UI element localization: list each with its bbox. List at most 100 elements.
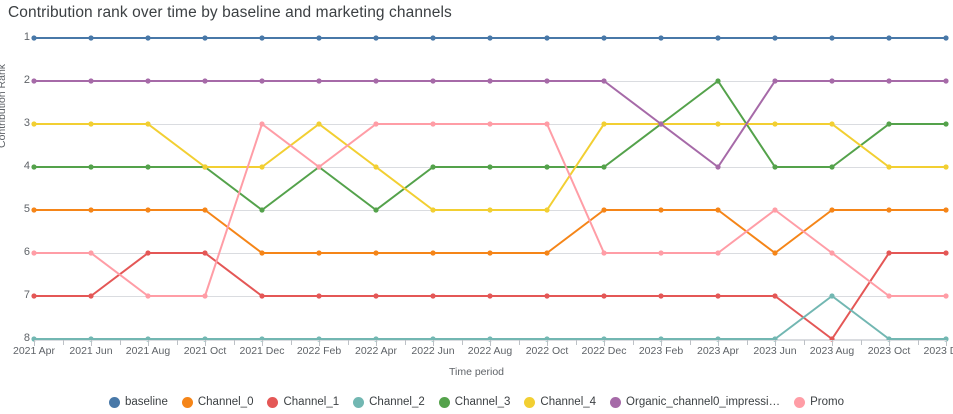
data-point[interactable] — [202, 164, 208, 170]
data-point[interactable] — [487, 164, 493, 170]
data-point[interactable] — [31, 250, 37, 256]
data-point[interactable] — [886, 164, 892, 170]
data-point[interactable] — [658, 121, 664, 127]
data-point[interactable] — [658, 250, 664, 256]
data-point[interactable] — [601, 293, 607, 299]
data-point[interactable] — [316, 35, 322, 41]
data-point[interactable] — [772, 293, 778, 299]
data-point[interactable] — [430, 121, 436, 127]
data-point[interactable] — [487, 293, 493, 299]
data-point[interactable] — [373, 293, 379, 299]
data-point[interactable] — [487, 207, 493, 213]
legend-item-channel-1[interactable]: Channel_1 — [267, 396, 339, 408]
data-point[interactable] — [31, 207, 37, 213]
data-point[interactable] — [601, 207, 607, 213]
data-point[interactable] — [430, 293, 436, 299]
data-point[interactable] — [259, 78, 265, 84]
data-point[interactable] — [544, 121, 550, 127]
data-point[interactable] — [886, 35, 892, 41]
legend-item-promo[interactable]: Promo — [794, 396, 844, 408]
data-point[interactable] — [259, 121, 265, 127]
data-point[interactable] — [544, 164, 550, 170]
data-point[interactable] — [658, 35, 664, 41]
data-point[interactable] — [145, 250, 151, 256]
data-point[interactable] — [316, 78, 322, 84]
data-point[interactable] — [373, 35, 379, 41]
data-point[interactable] — [715, 164, 721, 170]
data-point[interactable] — [772, 78, 778, 84]
data-point[interactable] — [943, 164, 949, 170]
data-point[interactable] — [259, 35, 265, 41]
data-point[interactable] — [829, 78, 835, 84]
data-point[interactable] — [202, 78, 208, 84]
data-point[interactable] — [601, 121, 607, 127]
data-point[interactable] — [829, 35, 835, 41]
data-point[interactable] — [772, 164, 778, 170]
data-point[interactable] — [487, 35, 493, 41]
legend-item-baseline[interactable]: baseline — [109, 396, 168, 408]
data-point[interactable] — [715, 250, 721, 256]
data-point[interactable] — [715, 207, 721, 213]
data-point[interactable] — [601, 78, 607, 84]
data-point[interactable] — [373, 78, 379, 84]
data-point[interactable] — [943, 78, 949, 84]
data-point[interactable] — [31, 35, 37, 41]
data-point[interactable] — [943, 121, 949, 127]
data-point[interactable] — [658, 207, 664, 213]
data-point[interactable] — [316, 250, 322, 256]
legend-item-channel-2[interactable]: Channel_2 — [353, 396, 425, 408]
data-point[interactable] — [430, 35, 436, 41]
data-point[interactable] — [316, 164, 322, 170]
data-point[interactable] — [487, 250, 493, 256]
data-point[interactable] — [943, 293, 949, 299]
data-point[interactable] — [145, 121, 151, 127]
data-point[interactable] — [886, 293, 892, 299]
data-point[interactable] — [202, 207, 208, 213]
data-point[interactable] — [31, 293, 37, 299]
data-point[interactable] — [658, 293, 664, 299]
data-point[interactable] — [259, 207, 265, 213]
data-point[interactable] — [829, 121, 835, 127]
data-point[interactable] — [316, 293, 322, 299]
legend-item-channel-3[interactable]: Channel_3 — [438, 396, 510, 408]
data-point[interactable] — [487, 78, 493, 84]
data-point[interactable] — [202, 35, 208, 41]
data-point[interactable] — [544, 78, 550, 84]
data-point[interactable] — [829, 164, 835, 170]
data-point[interactable] — [715, 78, 721, 84]
data-point[interactable] — [601, 250, 607, 256]
data-point[interactable] — [829, 207, 835, 213]
data-point[interactable] — [373, 121, 379, 127]
data-point[interactable] — [715, 293, 721, 299]
data-point[interactable] — [88, 121, 94, 127]
data-point[interactable] — [88, 164, 94, 170]
data-point[interactable] — [601, 164, 607, 170]
data-point[interactable] — [202, 250, 208, 256]
data-point[interactable] — [145, 164, 151, 170]
data-point[interactable] — [772, 121, 778, 127]
data-point[interactable] — [943, 207, 949, 213]
data-point[interactable] — [31, 78, 37, 84]
data-point[interactable] — [544, 250, 550, 256]
data-point[interactable] — [88, 35, 94, 41]
data-point[interactable] — [430, 250, 436, 256]
data-point[interactable] — [886, 121, 892, 127]
data-point[interactable] — [886, 78, 892, 84]
data-point[interactable] — [772, 250, 778, 256]
data-point[interactable] — [88, 78, 94, 84]
data-point[interactable] — [259, 293, 265, 299]
data-point[interactable] — [202, 293, 208, 299]
data-point[interactable] — [829, 293, 835, 299]
data-point[interactable] — [88, 250, 94, 256]
data-point[interactable] — [544, 293, 550, 299]
data-point[interactable] — [145, 293, 151, 299]
data-point[interactable] — [430, 207, 436, 213]
data-point[interactable] — [430, 164, 436, 170]
data-point[interactable] — [88, 293, 94, 299]
data-point[interactable] — [544, 207, 550, 213]
data-point[interactable] — [31, 121, 37, 127]
data-point[interactable] — [316, 121, 322, 127]
data-point[interactable] — [31, 164, 37, 170]
data-point[interactable] — [943, 35, 949, 41]
data-point[interactable] — [886, 250, 892, 256]
